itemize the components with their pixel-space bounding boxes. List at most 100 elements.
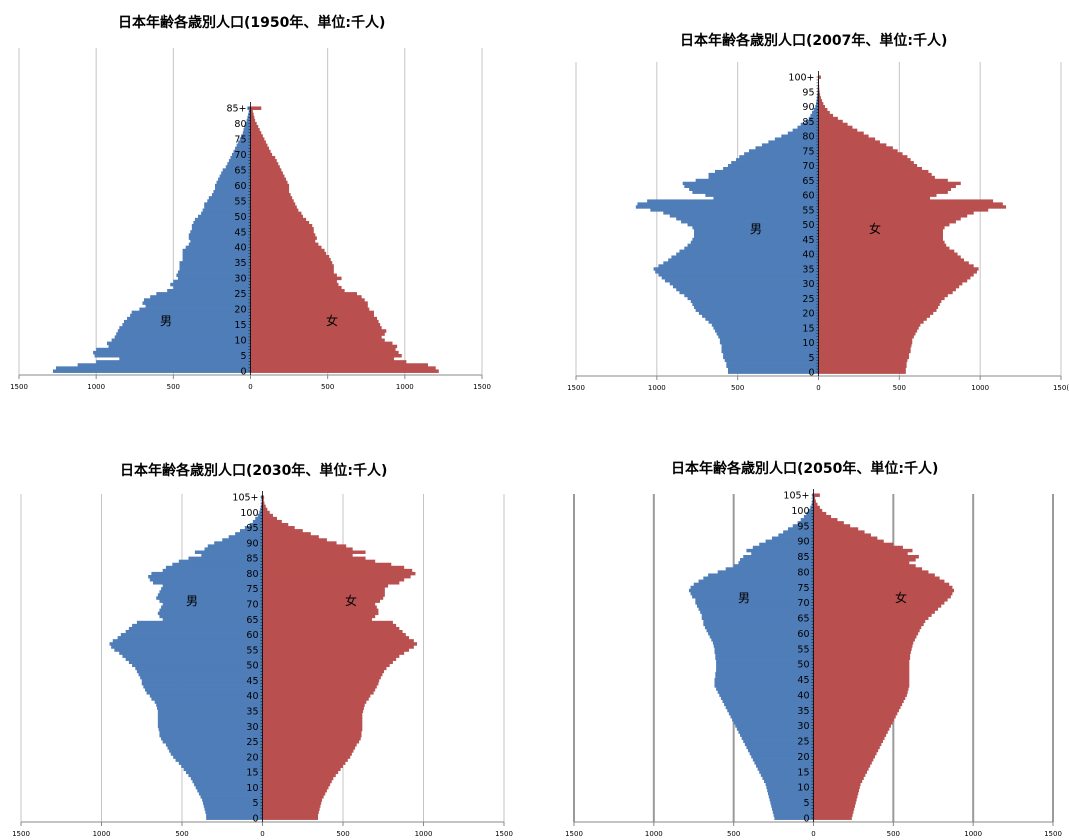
female-bar <box>250 152 273 157</box>
male-bar <box>792 128 819 132</box>
female-bar <box>262 522 289 527</box>
male-bar <box>735 724 814 728</box>
male-bar <box>808 508 814 513</box>
female-bar <box>818 152 903 156</box>
x-tick-label: 500 <box>893 384 906 392</box>
female-bar <box>813 758 874 762</box>
male-bar <box>165 565 263 570</box>
male-bar <box>721 343 819 348</box>
female-bar <box>262 513 273 518</box>
male-bar <box>635 205 819 209</box>
female-bar <box>813 548 913 553</box>
male-bar <box>658 273 819 277</box>
female-bar <box>813 573 935 577</box>
y-tick-label: 80 <box>246 569 258 580</box>
female-bar <box>813 610 935 614</box>
male-bar <box>156 292 251 296</box>
y-tick-label: 75 <box>246 584 258 595</box>
chart-title: 日本年齢各歳別人口(2007年、単位:千人) <box>680 33 948 49</box>
male-bar <box>715 674 814 679</box>
female-bar <box>262 642 418 646</box>
female-bar <box>818 166 922 171</box>
female-bar <box>250 282 339 287</box>
female-bar <box>250 267 334 271</box>
male-bar <box>190 776 263 781</box>
female-bar <box>250 301 368 305</box>
male-bar <box>720 696 814 700</box>
female-bar <box>250 273 337 278</box>
female-bar <box>818 196 931 200</box>
female-bar <box>818 184 956 189</box>
male-bar <box>709 634 814 639</box>
female-bar <box>813 684 910 688</box>
x-tick-label: 1500 <box>567 384 585 392</box>
female-bar <box>818 116 838 121</box>
male-bar <box>756 764 814 768</box>
female-bar <box>818 225 945 230</box>
male-bar <box>216 180 251 185</box>
female-bar <box>818 346 911 351</box>
male-bar <box>123 319 251 324</box>
male-bar <box>190 239 251 243</box>
female-bar <box>262 578 405 582</box>
female-bar <box>262 743 357 747</box>
female-bar <box>262 700 367 704</box>
female-bar <box>818 290 953 295</box>
female-bar <box>813 613 932 617</box>
y-tick-label: 20 <box>797 752 809 763</box>
male-bar <box>176 273 251 278</box>
male-bar <box>751 551 814 556</box>
female-bar <box>818 231 943 236</box>
male-bar <box>771 536 814 541</box>
female-bar <box>818 284 960 289</box>
male-bar <box>149 578 263 582</box>
female-series <box>818 75 1007 374</box>
female-bar <box>250 128 260 132</box>
male-bar <box>178 761 263 765</box>
female-bar <box>250 285 342 290</box>
female-bar <box>813 671 910 676</box>
female-bar <box>818 107 828 112</box>
female-bar <box>262 718 363 723</box>
female-bar <box>262 795 324 799</box>
male-bar <box>211 193 251 197</box>
male-bar <box>716 332 819 336</box>
female-bar <box>813 708 899 713</box>
female-bar <box>818 361 907 366</box>
y-tick-label: 50 <box>246 661 258 672</box>
male-bar <box>700 610 814 614</box>
female-bar <box>262 746 356 750</box>
female-bar <box>813 724 891 728</box>
female-bar <box>818 128 858 132</box>
male-bar <box>736 158 819 162</box>
male-bar <box>114 335 251 339</box>
male-bar <box>120 633 263 637</box>
male-bar <box>647 199 819 203</box>
female-bar <box>813 761 872 765</box>
female-bar <box>818 122 848 127</box>
female-bar <box>813 798 857 802</box>
female-bar <box>813 594 951 599</box>
female-bar <box>813 678 910 682</box>
male-bar <box>109 642 263 646</box>
male-bar <box>150 295 251 299</box>
male-bar <box>717 690 814 694</box>
female-bar <box>250 143 268 148</box>
female-bar <box>262 593 385 597</box>
male-bar <box>637 202 819 206</box>
male-bar <box>716 668 814 673</box>
male-bar <box>767 791 814 796</box>
female-bar <box>250 329 387 333</box>
female-bar <box>250 363 428 367</box>
female-bar <box>262 584 389 588</box>
female-bar <box>250 146 270 151</box>
male-bar <box>140 675 263 680</box>
male-bar <box>692 190 819 194</box>
female-bar <box>818 323 921 327</box>
male-bar <box>156 596 263 600</box>
male-bar <box>151 571 263 576</box>
male-bar <box>719 338 819 342</box>
female-bar <box>818 332 916 336</box>
male-bar <box>787 527 814 531</box>
female-bar <box>250 248 325 253</box>
